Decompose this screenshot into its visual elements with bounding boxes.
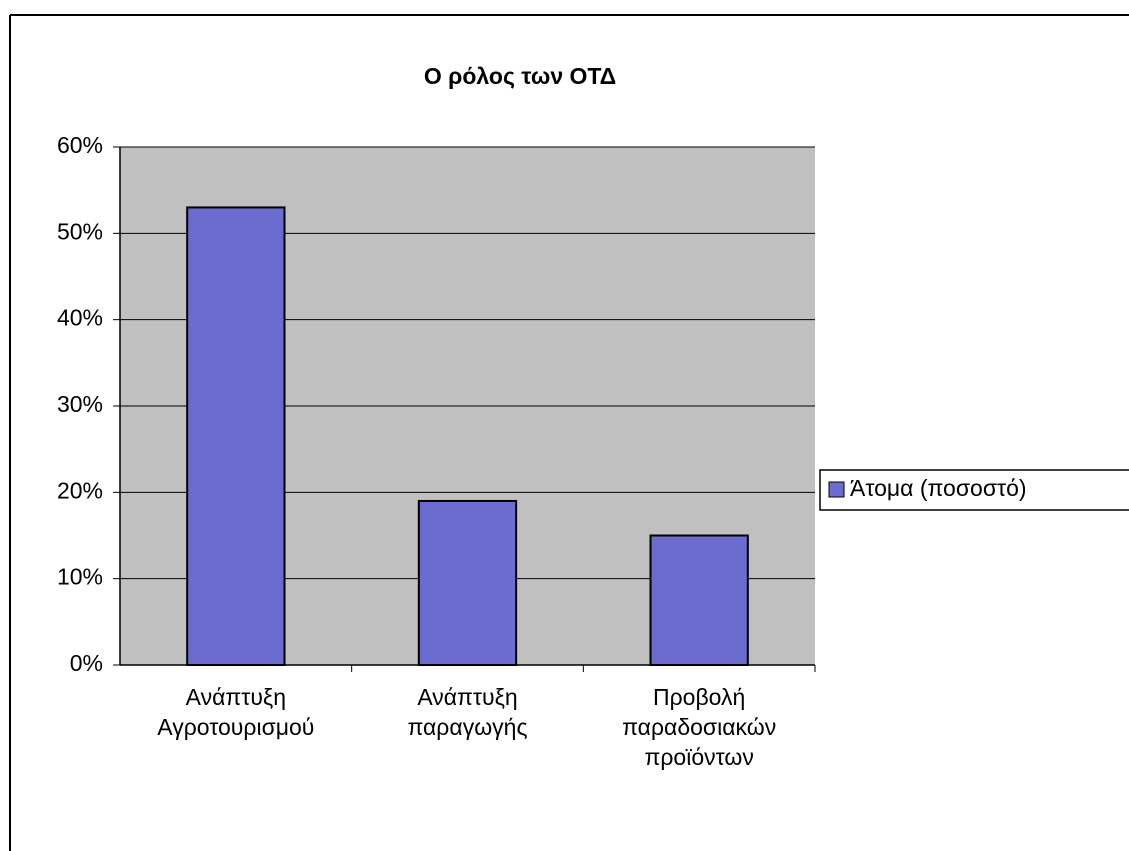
legend-label: Άτομα (ποσοστό)	[850, 475, 1027, 501]
y-tick-label: 40%	[57, 305, 103, 331]
y-tick-label: 50%	[57, 218, 103, 244]
x-tick-label: Ανάπτυξη παραγωγής	[407, 684, 528, 740]
x-tick-label: Προβολή παραδοσιακών προϊόντων	[622, 684, 777, 770]
y-tick-label: 0%	[70, 650, 103, 676]
bar	[417, 499, 518, 667]
y-tick-label: 10%	[57, 564, 103, 590]
legend-box	[819, 469, 1129, 511]
y-tick-label: 20%	[57, 477, 103, 503]
legend-swatch	[828, 481, 845, 498]
chart-title: Ο ρόλος των ΟΤΔ	[424, 63, 616, 89]
y-tick-label: 60%	[57, 132, 103, 158]
x-tick-label: Ανάπτυξη Αγροτουρισμού	[157, 684, 315, 740]
bar	[186, 206, 286, 667]
y-tick-label: 30%	[57, 391, 103, 417]
bar	[649, 534, 749, 666]
